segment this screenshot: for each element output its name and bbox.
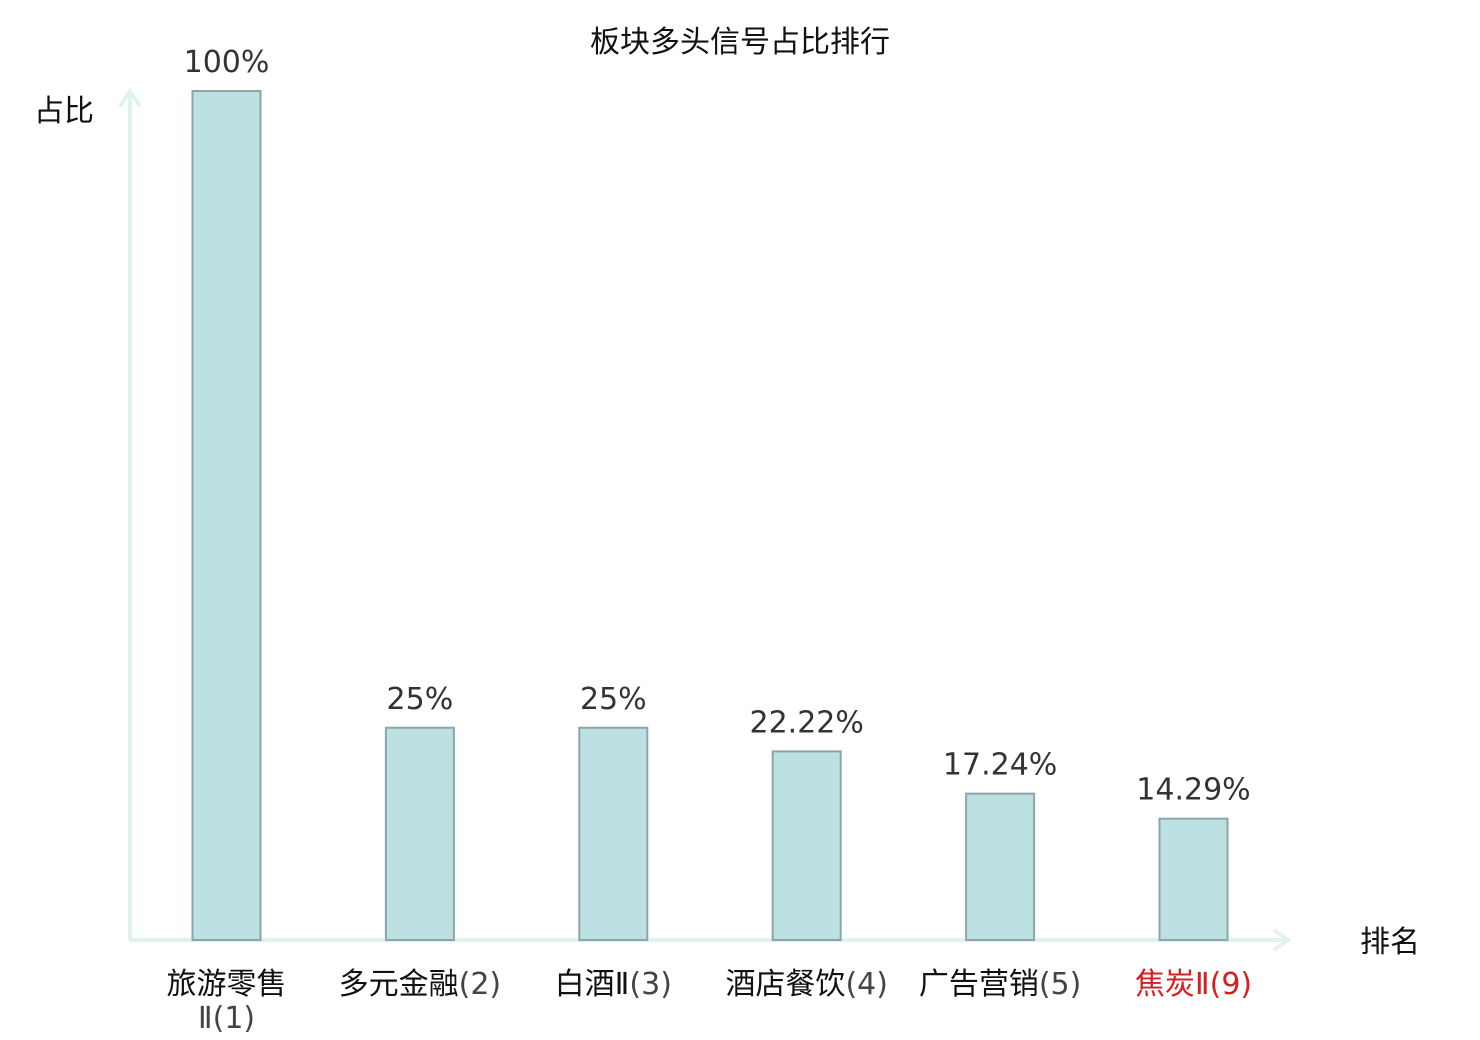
category-rank: (2) [459, 967, 502, 1002]
category-label-2: 多元金融(2) [339, 967, 502, 1002]
chart-title: 板块多头信号占比排行 [590, 25, 890, 60]
category-labels: 旅游零售 Ⅱ(1) 多元金融(2) 白酒Ⅱ(3) 酒店餐饮(4) 广告营销(5) 焦炭Ⅱ(9… [167, 967, 1253, 1036]
bar-4 [771, 750, 842, 941]
y-axis [118, 88, 142, 940]
value-label-5: 17.24% [943, 748, 1057, 783]
category-name: 酒店餐饮 [725, 967, 845, 1002]
category-name: 焦炭Ⅱ [1135, 967, 1210, 1002]
category-rank: (4) [845, 967, 888, 1002]
x-axis [130, 928, 1292, 952]
value-label-2: 25% [387, 682, 454, 717]
category-name: 旅游零售 [167, 967, 287, 1002]
bar-5 [965, 792, 1036, 941]
category-label-4: 酒店餐饮(4) [725, 967, 888, 1002]
bar-series [191, 90, 1229, 942]
category-label-3: 白酒Ⅱ(3) [555, 967, 672, 1002]
category-name: 白酒Ⅱ [555, 967, 630, 1002]
bar-6 [1158, 817, 1229, 942]
category-rank: (9) [1210, 967, 1253, 1002]
category-rank: Ⅱ(1) [198, 1001, 255, 1036]
category-label-1: 旅游零售 Ⅱ(1) [167, 967, 287, 1036]
category-label-6: 焦炭Ⅱ(9) [1135, 967, 1252, 1002]
value-label-3: 25% [580, 682, 647, 717]
bar-2 [384, 726, 455, 941]
value-label-4: 22.22% [750, 705, 864, 740]
x-axis-label: 排名 [1360, 925, 1420, 960]
bar-1 [191, 90, 262, 941]
category-label-5: 广告营销(5) [919, 967, 1082, 1002]
category-rank: (3) [629, 967, 672, 1002]
category-rank: (5) [1039, 967, 1082, 1002]
category-name: 多元金融 [339, 967, 459, 1002]
y-axis-label: 占比 [34, 94, 94, 129]
value-labels: 100% 25% 25% 22.22% 17.24% 14.29% [184, 45, 1251, 808]
value-label-1: 100% [184, 45, 270, 80]
value-label-6: 14.29% [1136, 773, 1250, 808]
category-name: 广告营销 [919, 967, 1039, 1002]
bar-3 [578, 726, 649, 941]
